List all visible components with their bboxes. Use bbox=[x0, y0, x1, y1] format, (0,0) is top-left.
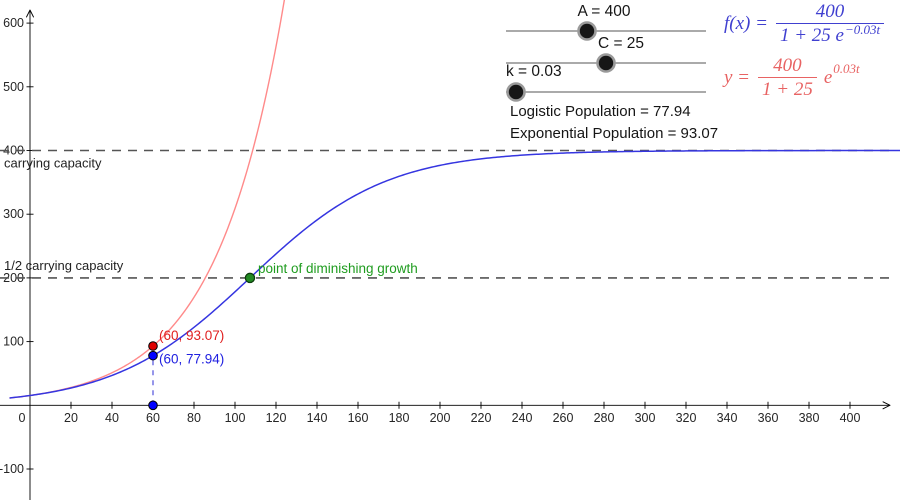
svg-text:380: 380 bbox=[799, 411, 820, 425]
svg-text:400: 400 bbox=[840, 411, 861, 425]
svg-text:500: 500 bbox=[3, 80, 24, 94]
svg-text:260: 260 bbox=[553, 411, 574, 425]
svg-text:40: 40 bbox=[105, 411, 119, 425]
svg-text:160: 160 bbox=[348, 411, 369, 425]
svg-text:-100: -100 bbox=[0, 462, 24, 476]
svg-text:carrying capacity: carrying capacity bbox=[4, 156, 102, 171]
svg-text:240: 240 bbox=[512, 411, 533, 425]
svg-text:100: 100 bbox=[3, 335, 24, 349]
svg-text:A = 400: A = 400 bbox=[577, 3, 630, 20]
svg-text:60: 60 bbox=[146, 411, 160, 425]
svg-text:220: 220 bbox=[471, 411, 492, 425]
svg-text:k = 0.03: k = 0.03 bbox=[506, 63, 562, 80]
svg-text:140: 140 bbox=[307, 411, 328, 425]
svg-text:80: 80 bbox=[187, 411, 201, 425]
svg-text:0: 0 bbox=[19, 411, 26, 425]
svg-text:300: 300 bbox=[3, 207, 24, 221]
svg-text:Logistic Population = 77.94: Logistic Population = 77.94 bbox=[510, 103, 691, 120]
svg-text:180: 180 bbox=[389, 411, 410, 425]
svg-text:600: 600 bbox=[3, 16, 24, 30]
svg-text:120: 120 bbox=[266, 411, 287, 425]
svg-text:300: 300 bbox=[635, 411, 656, 425]
svg-text:Exponential Population = 93.07: Exponential Population = 93.07 bbox=[510, 125, 718, 142]
svg-text:100: 100 bbox=[225, 411, 246, 425]
svg-text:280: 280 bbox=[594, 411, 615, 425]
svg-text:(60, 93.07): (60, 93.07) bbox=[159, 328, 224, 343]
svg-text:360: 360 bbox=[758, 411, 779, 425]
svg-text:point of diminishing growth: point of diminishing growth bbox=[258, 261, 418, 276]
svg-text:20: 20 bbox=[64, 411, 78, 425]
svg-text:(60, 77.94): (60, 77.94) bbox=[159, 352, 224, 367]
svg-text:1/2 carrying capacity: 1/2 carrying capacity bbox=[4, 258, 124, 273]
svg-text:340: 340 bbox=[717, 411, 738, 425]
svg-text:320: 320 bbox=[676, 411, 697, 425]
svg-text:C = 25: C = 25 bbox=[598, 35, 644, 52]
svg-text:200: 200 bbox=[430, 411, 451, 425]
